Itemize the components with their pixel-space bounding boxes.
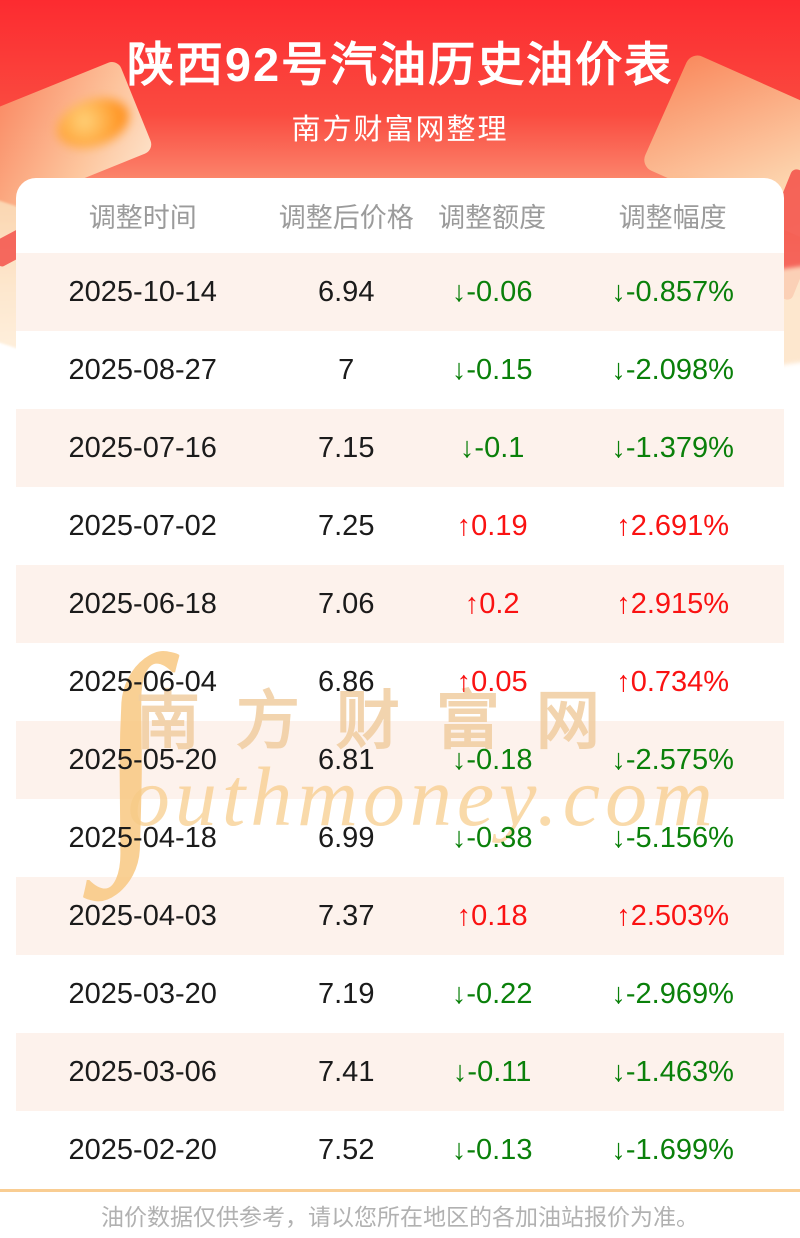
change-cell: ↓-0.13 bbox=[451, 1133, 533, 1166]
table-row: 2025-04-18 6.99 ↓-0.38 ↓-5.156% bbox=[16, 799, 784, 877]
price-table-card: 调整时间 调整后价格 调整额度 调整幅度 ∫ 南方财富网 outhmoney.c… bbox=[16, 178, 784, 1189]
price-cell: 7.37 bbox=[318, 899, 375, 932]
footer: 油价数据仅供参考，请以您所在地区的各加油站报价为准。 bbox=[0, 1189, 800, 1238]
price-cell: 6.86 bbox=[318, 665, 375, 698]
date-cell: 2025-07-02 bbox=[68, 509, 217, 542]
percent-cell: ↑2.691% bbox=[616, 509, 730, 542]
table-row: 2025-07-02 7.25 ↑0.19 ↑2.691% bbox=[16, 487, 784, 565]
change-cell: ↓-0.06 bbox=[451, 275, 533, 308]
table-header-row: 调整时间 调整后价格 调整额度 调整幅度 bbox=[16, 178, 784, 253]
column-header-adjust-amount: 调整额度 bbox=[438, 203, 547, 233]
percent-cell: ↓-2.969% bbox=[611, 977, 734, 1010]
price-cell: 7.15 bbox=[318, 431, 375, 464]
table-row: 2025-10-14 6.94 ↓-0.06 ↓-0.857% bbox=[16, 253, 784, 331]
date-cell: 2025-06-04 bbox=[68, 665, 217, 698]
percent-cell: ↑2.915% bbox=[616, 587, 730, 620]
footer-note: 油价数据仅供参考，请以您所在地区的各加油站报价为准。 bbox=[101, 1204, 699, 1230]
price-cell: 6.94 bbox=[318, 275, 375, 308]
date-cell: 2025-03-20 bbox=[68, 977, 217, 1010]
change-cell: ↑0.2 bbox=[464, 587, 520, 620]
date-cell: 2025-04-18 bbox=[68, 821, 217, 854]
table-row: 2025-04-03 7.37 ↑0.18 ↑2.503% bbox=[16, 877, 784, 955]
percent-cell: ↑2.503% bbox=[616, 899, 730, 932]
table-row: 2025-08-27 7 ↓-0.15 ↓-2.098% bbox=[16, 331, 784, 409]
date-cell: 2025-10-14 bbox=[68, 275, 217, 308]
table-row: 2025-03-20 7.19 ↓-0.22 ↓-2.969% bbox=[16, 955, 784, 1033]
price-cell: 7.06 bbox=[318, 587, 375, 620]
price-cell: 6.81 bbox=[318, 743, 375, 776]
date-cell: 2025-08-27 bbox=[68, 353, 217, 386]
column-header-adjust-time: 调整时间 bbox=[88, 203, 197, 233]
change-cell: ↓-0.15 bbox=[451, 353, 533, 386]
column-header-adjusted-price: 调整后价格 bbox=[278, 203, 414, 233]
table-body: 2025-10-14 6.94 ↓-0.06 ↓-0.857% 2025-08-… bbox=[16, 253, 784, 1189]
percent-cell: ↓-0.857% bbox=[611, 275, 734, 308]
table-row: 2025-07-16 7.15 ↓-0.1 ↓-1.379% bbox=[16, 409, 784, 487]
change-cell: ↑0.05 bbox=[456, 665, 528, 698]
date-cell: 2025-05-20 bbox=[68, 743, 217, 776]
change-cell: ↓-0.22 bbox=[451, 977, 533, 1010]
percent-cell: ↓-5.156% bbox=[611, 821, 734, 854]
table-row: 2025-06-18 7.06 ↑0.2 ↑2.915% bbox=[16, 565, 784, 643]
price-cell: 7.41 bbox=[318, 1055, 375, 1088]
change-cell: ↑0.19 bbox=[456, 509, 528, 542]
change-cell: ↓-0.11 bbox=[452, 1055, 532, 1088]
date-cell: 2025-06-18 bbox=[68, 587, 217, 620]
column-header-adjust-range: 调整幅度 bbox=[618, 203, 727, 233]
date-cell: 2025-03-06 bbox=[68, 1055, 217, 1088]
percent-cell: ↓-1.379% bbox=[611, 431, 734, 464]
price-cell: 7.52 bbox=[318, 1133, 375, 1166]
percent-cell: ↓-1.699% bbox=[611, 1133, 734, 1166]
page-subtitle: 南方财富网整理 bbox=[291, 114, 509, 146]
price-cell: 7 bbox=[338, 353, 355, 386]
table-row: 2025-02-20 7.52 ↓-0.13 ↓-1.699% bbox=[16, 1111, 784, 1189]
table-row: 2025-03-06 7.41 ↓-0.11 ↓-1.463% bbox=[16, 1033, 784, 1111]
price-cell: 7.25 bbox=[318, 509, 375, 542]
change-cell: ↑0.18 bbox=[456, 899, 528, 932]
date-cell: 2025-04-03 bbox=[68, 899, 217, 932]
change-cell: ↓-0.1 bbox=[459, 431, 525, 464]
percent-cell: ↓-2.575% bbox=[611, 743, 734, 776]
table-row: 2025-06-04 6.86 ↑0.05 ↑0.734% bbox=[16, 643, 784, 721]
percent-cell: ↓-1.463% bbox=[611, 1055, 734, 1088]
date-cell: 2025-02-20 bbox=[68, 1133, 217, 1166]
date-cell: 2025-07-16 bbox=[68, 431, 217, 464]
price-cell: 7.19 bbox=[318, 977, 375, 1010]
change-cell: ↓-0.18 bbox=[451, 743, 533, 776]
price-cell: 6.99 bbox=[318, 821, 375, 854]
change-cell: ↓-0.38 bbox=[451, 821, 533, 854]
percent-cell: ↓-2.098% bbox=[611, 353, 734, 386]
percent-cell: ↑0.734% bbox=[616, 665, 730, 698]
table-row: 2025-05-20 6.81 ↓-0.18 ↓-2.575% bbox=[16, 721, 784, 799]
page-title: 陕西92号汽油历史油价表 bbox=[126, 38, 674, 91]
